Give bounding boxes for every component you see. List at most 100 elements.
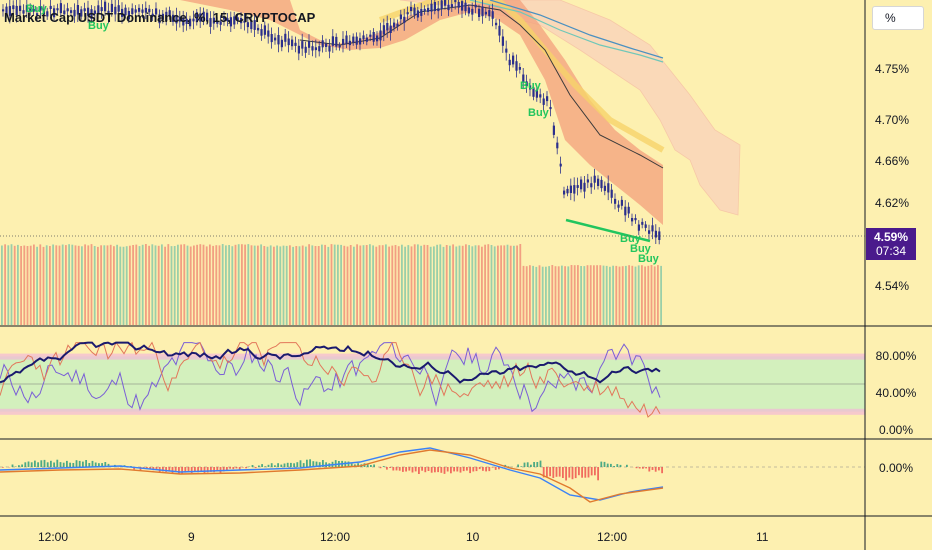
- volume-bar: [346, 246, 349, 325]
- volume-bar: [429, 246, 432, 325]
- candle: [518, 67, 521, 70]
- macd-histogram-bar: [594, 467, 596, 476]
- volume-bar: [65, 245, 67, 325]
- candle: [311, 46, 314, 51]
- macd-histogram-bar: [37, 462, 39, 467]
- volume-bar: [525, 266, 528, 325]
- candle: [53, 8, 56, 18]
- candle: [22, 10, 25, 14]
- candle: [138, 7, 141, 12]
- macd-histogram-bar: [466, 467, 468, 471]
- candle: [610, 189, 613, 198]
- macd-histogram-bar: [312, 461, 315, 467]
- volume-bar: [87, 245, 90, 325]
- volume-bar: [330, 244, 333, 325]
- macd-histogram-bar: [398, 467, 401, 471]
- candle: [291, 39, 294, 47]
- volume-bar: [557, 266, 560, 325]
- volume-bar: [106, 245, 109, 325]
- macd-histogram-bar: [603, 461, 606, 467]
- candle: [66, 8, 69, 12]
- candle: [651, 225, 654, 232]
- macd-histogram-bar: [386, 467, 388, 470]
- ichimoku-cloud: [399, 0, 741, 216]
- macd-histogram-bar: [152, 467, 155, 471]
- price-tick: 4.75%: [874, 62, 910, 76]
- macd-histogram-bar: [261, 464, 263, 467]
- macd-histogram-bar: [395, 467, 398, 471]
- macd-histogram-bar: [40, 460, 43, 467]
- candle: [627, 206, 630, 214]
- volume-bar: [225, 245, 227, 325]
- candle: [294, 42, 297, 46]
- volume-bar: [305, 246, 307, 325]
- macd-histogram-bar: [459, 467, 462, 473]
- candle: [590, 183, 593, 188]
- macd-histogram-bar: [430, 467, 433, 473]
- macd-histogram-bar: [14, 466, 17, 467]
- macd-histogram-bar: [491, 467, 494, 468]
- volume-bar: [90, 244, 93, 325]
- volume-bar: [45, 245, 48, 325]
- candle: [25, 5, 28, 12]
- macd-histogram-bar: [107, 463, 110, 467]
- volume-bar: [554, 266, 557, 325]
- candle: [335, 36, 338, 47]
- candle: [76, 5, 79, 15]
- candle: [654, 230, 657, 238]
- candle: [219, 21, 222, 25]
- candle: [5, 6, 8, 15]
- candle: [569, 185, 572, 193]
- volume-bar: [266, 246, 269, 325]
- volume-bar: [423, 244, 426, 325]
- candles: [2, 0, 661, 245]
- stoch-lower-zone: [0, 408, 865, 415]
- candle: [19, 5, 22, 11]
- time-tick: 12:00: [320, 530, 351, 544]
- candle: [433, 2, 436, 11]
- current-price-tag: 4.59% 07:34: [866, 228, 916, 260]
- candle: [637, 224, 640, 231]
- volume-bar: [519, 244, 522, 325]
- macd-histogram-bar: [30, 462, 33, 467]
- candle: [420, 8, 423, 16]
- macd-histogram-bar: [85, 460, 87, 467]
- candle: [110, 3, 113, 13]
- volume-bar: [39, 244, 42, 325]
- candle: [386, 23, 389, 31]
- candle: [141, 9, 144, 13]
- volume-bar: [561, 265, 563, 325]
- macd-histogram-bar: [392, 467, 395, 471]
- macd-histogram-bar: [168, 467, 171, 471]
- volume-bar: [516, 245, 518, 325]
- volume-bar: [503, 245, 506, 325]
- candle: [185, 18, 188, 24]
- stoch-rsi-pane: [0, 341, 865, 418]
- volume-bar: [490, 245, 493, 325]
- percent-scale-button[interactable]: %: [872, 6, 924, 30]
- candle: [100, 7, 103, 12]
- candle: [314, 47, 317, 51]
- volume-bar: [410, 246, 413, 325]
- volume-bar: [637, 265, 640, 325]
- macd-histogram-bar: [264, 466, 267, 467]
- candle: [583, 182, 586, 192]
- macd-histogram-bar: [440, 467, 443, 473]
- volume-bar: [263, 246, 266, 325]
- macd-histogram-bar: [242, 467, 244, 468]
- volume-bar: [580, 266, 582, 325]
- candle: [488, 10, 491, 17]
- candle: [552, 125, 555, 135]
- candle: [365, 37, 368, 42]
- candle: [49, 5, 52, 9]
- volume-bar: [465, 244, 467, 325]
- macd-histogram-bar: [613, 466, 615, 467]
- macd-histogram-bar: [565, 467, 567, 481]
- candle: [240, 18, 243, 24]
- volume-bar: [369, 244, 371, 325]
- candle: [226, 18, 229, 22]
- volume-bar: [615, 265, 618, 325]
- volume-bar: [100, 245, 102, 325]
- volume-bar: [10, 244, 13, 325]
